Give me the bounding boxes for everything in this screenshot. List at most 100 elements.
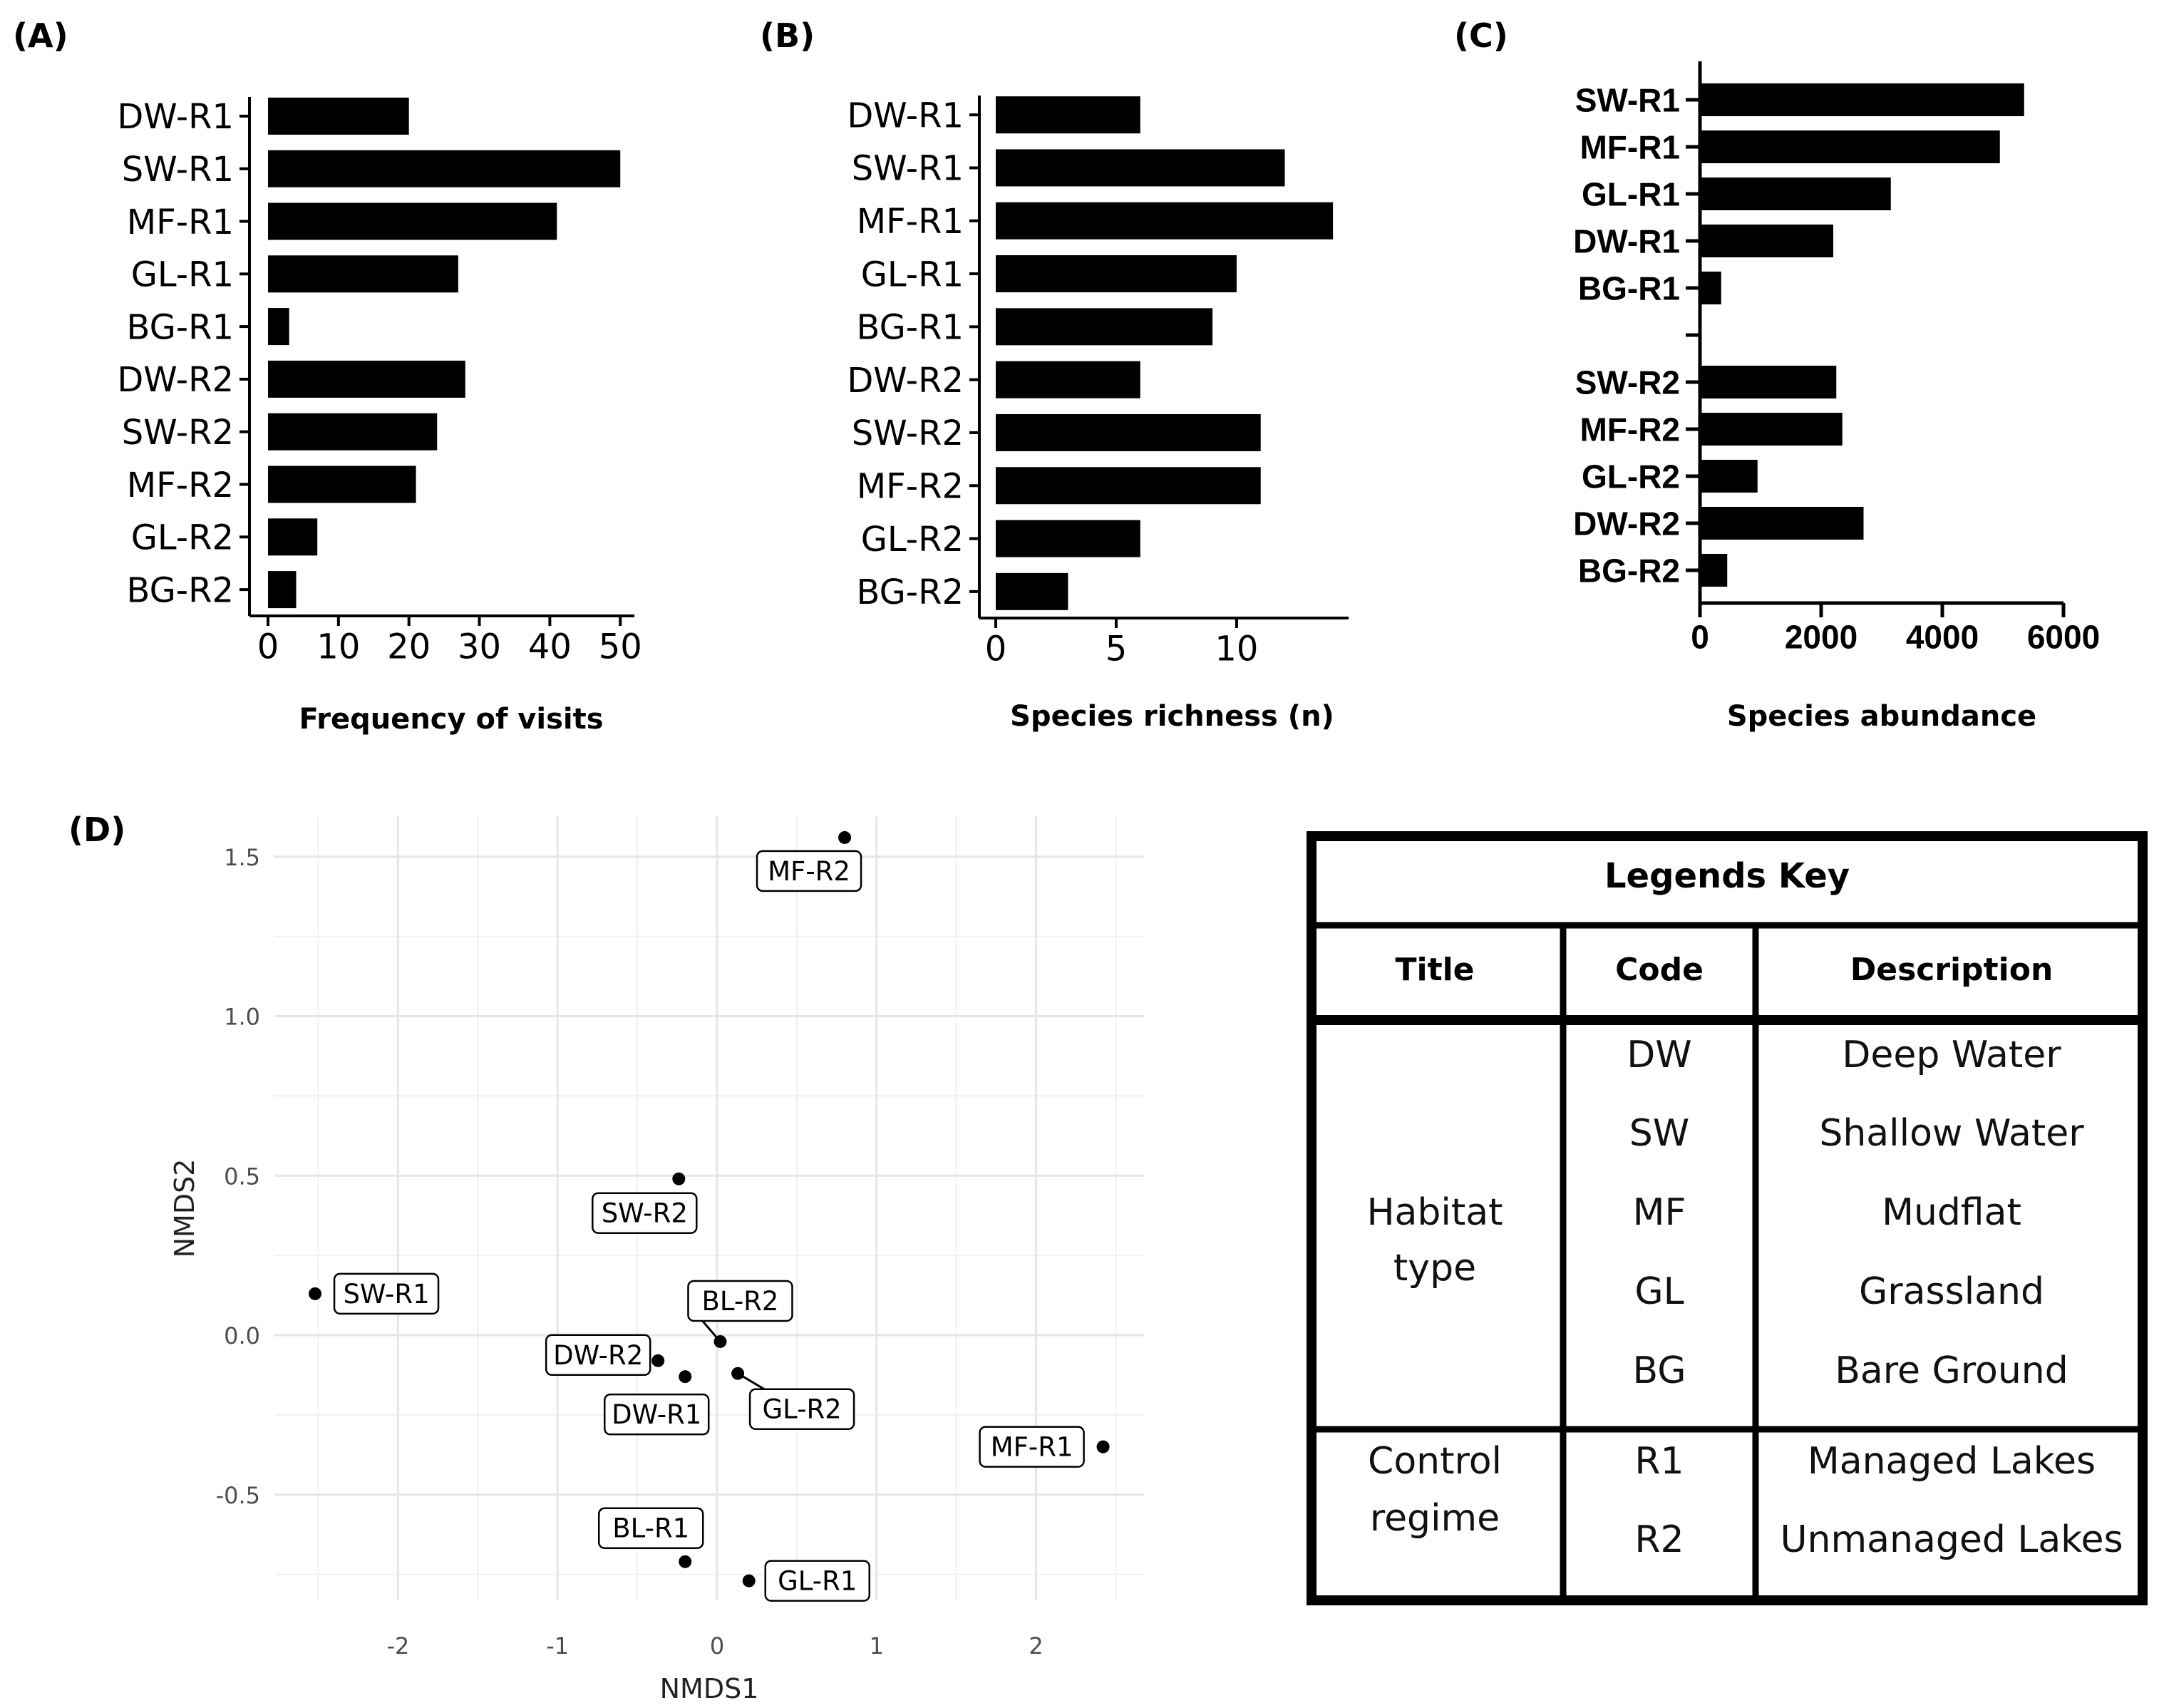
scatter-point xyxy=(731,1367,745,1380)
legend-code: GL xyxy=(1634,1270,1684,1313)
point-label: SW-R1 xyxy=(343,1279,429,1310)
panel-letter-b: (B) xyxy=(760,16,815,55)
bar xyxy=(996,467,1261,505)
point-label: BL-R1 xyxy=(612,1513,689,1544)
category-label: GL-R2 xyxy=(861,520,964,560)
category-label: MF-R1 xyxy=(1580,129,1680,166)
point-label-box xyxy=(333,1272,440,1315)
category-label: DW-R2 xyxy=(117,360,234,400)
legend-group-title: Habitat xyxy=(1366,1191,1503,1234)
category-label: MF-R2 xyxy=(127,465,234,505)
point-label-layer: MF-R2 SW-R2 SW-R1 BL-R2 DW-R2 DW-R1 GL-R2 MF-R1… xyxy=(333,850,1085,1602)
x-tick-label: 30 xyxy=(458,627,501,667)
point-label-box xyxy=(592,1192,698,1234)
x-tick-label: -1 xyxy=(546,1632,569,1660)
bar xyxy=(1700,413,1843,446)
legend-description: Bare Ground xyxy=(1835,1349,2068,1392)
category-label: DW-R2 xyxy=(847,361,964,401)
category-label: MF-R2 xyxy=(1580,411,1680,448)
legend-group-title: type xyxy=(1393,1247,1476,1290)
bar xyxy=(1700,554,1728,587)
panel-letter-d: (D) xyxy=(68,811,125,849)
x-tick-label: 0 xyxy=(710,1632,724,1660)
legend-description: Mudflat xyxy=(1882,1191,2021,1234)
point-label-box xyxy=(545,1334,651,1377)
nmds-scatter-panel: -2 -1 0 1 2 -0.5 0.0 0.5 1.0 1.5 NMDS1 NMDS2 MF-R2 SW… xyxy=(169,816,1144,1704)
chart-panel-b: DW-R1 SW-R1 MF-R1 GL-R1 BG-R1 DW-R2 SW-R2 MF-R2… xyxy=(847,96,1349,733)
category-label: SW-R1 xyxy=(852,149,964,189)
bar xyxy=(1700,272,1721,304)
x-axis-title: Frequency of visits xyxy=(299,703,603,736)
y-axis-title: NMDS2 xyxy=(169,1159,200,1258)
legend-description: Shallow Water xyxy=(1819,1112,2084,1155)
point-label: SW-R2 xyxy=(602,1198,688,1229)
panel-letter-c: (C) xyxy=(1454,16,1508,55)
x-tick-label: 40 xyxy=(528,627,572,667)
x-tick-label: 10 xyxy=(316,627,360,667)
bar xyxy=(1700,366,1837,398)
bar xyxy=(996,255,1237,293)
point-label: BL-R2 xyxy=(701,1286,778,1317)
point-label: GL-R1 xyxy=(778,1566,857,1597)
bar xyxy=(1700,130,2000,163)
bar xyxy=(996,202,1334,240)
scatter-point xyxy=(679,1555,692,1568)
category-label: BG-R1 xyxy=(127,307,235,347)
legend-key-table: Legends Key Title Code Description Habitat ty… xyxy=(1307,831,2148,1605)
scatter-point xyxy=(1096,1440,1110,1454)
legend-description: Unmanaged Lakes xyxy=(1780,1518,2123,1561)
category-label: MF-R2 xyxy=(857,467,964,507)
x-tick-label: 10 xyxy=(1215,629,1258,669)
y-tick-label: -0.5 xyxy=(216,1482,260,1509)
bar xyxy=(996,413,1261,451)
scatter-point xyxy=(742,1574,756,1588)
category-label: BG-R1 xyxy=(857,308,964,348)
legend-code: SW xyxy=(1629,1112,1689,1155)
chart-panel-a: DW-R1 SW-R1 MF-R1 GL-R1 BG-R1 DW-R2 SW-R2 MF-R2… xyxy=(117,97,642,736)
scatter-point xyxy=(679,1370,692,1384)
bar xyxy=(996,520,1140,557)
legend-code: R2 xyxy=(1634,1518,1684,1561)
legend-frame xyxy=(1307,831,2148,1605)
bar xyxy=(1700,460,1758,493)
scatter-point xyxy=(651,1354,665,1367)
category-label: GL-R2 xyxy=(131,518,234,558)
y-tick-label: 1.0 xyxy=(224,1004,260,1031)
point-label: DW-R1 xyxy=(612,1399,701,1430)
legend-group-title: Control xyxy=(1368,1440,1502,1483)
category-label: BG-R2 xyxy=(127,570,235,610)
legend-code: MF xyxy=(1633,1191,1686,1234)
x-tick-label: 2000 xyxy=(1785,619,1857,656)
category-label: MF-R1 xyxy=(127,202,234,242)
point-label: DW-R2 xyxy=(553,1340,643,1371)
category-label: BG-R2 xyxy=(857,572,964,612)
x-tick-label: 0 xyxy=(1691,619,1709,656)
x-tick-label: 0 xyxy=(985,629,1007,669)
category-label: SW-R2 xyxy=(1575,364,1680,401)
bar xyxy=(268,255,458,293)
bar xyxy=(996,361,1140,398)
bar xyxy=(268,465,416,503)
legend-description: Grassland xyxy=(1859,1270,2044,1313)
point-label-box xyxy=(764,1560,871,1602)
legend-header: Description xyxy=(1850,952,2054,988)
chart-panel-c: SW-R1 MF-R1 GL-R1 DW-R1 BG-R1 SW-R2 MF-R2 GL-R2… xyxy=(1573,61,2100,733)
category-label: GL-R1 xyxy=(861,254,964,294)
bar xyxy=(1700,178,1891,210)
scatter-point xyxy=(838,830,852,844)
bar xyxy=(996,96,1140,134)
y-tick-label: 0.5 xyxy=(224,1163,260,1190)
panel-letter-a: (A) xyxy=(13,16,68,55)
bar xyxy=(996,308,1213,346)
point-label-box xyxy=(687,1280,793,1322)
bar xyxy=(268,571,297,609)
point-label: GL-R2 xyxy=(762,1394,841,1425)
point-label: MF-R1 xyxy=(991,1432,1073,1463)
x-tick-label: 20 xyxy=(387,627,431,667)
bar xyxy=(268,97,409,135)
y-tick-label: 0.0 xyxy=(224,1322,260,1349)
category-label: BG-R1 xyxy=(1578,270,1680,307)
legend-group-title: regime xyxy=(1370,1497,1500,1540)
bar xyxy=(268,202,557,240)
x-axis-title: Species abundance xyxy=(1727,700,2036,733)
